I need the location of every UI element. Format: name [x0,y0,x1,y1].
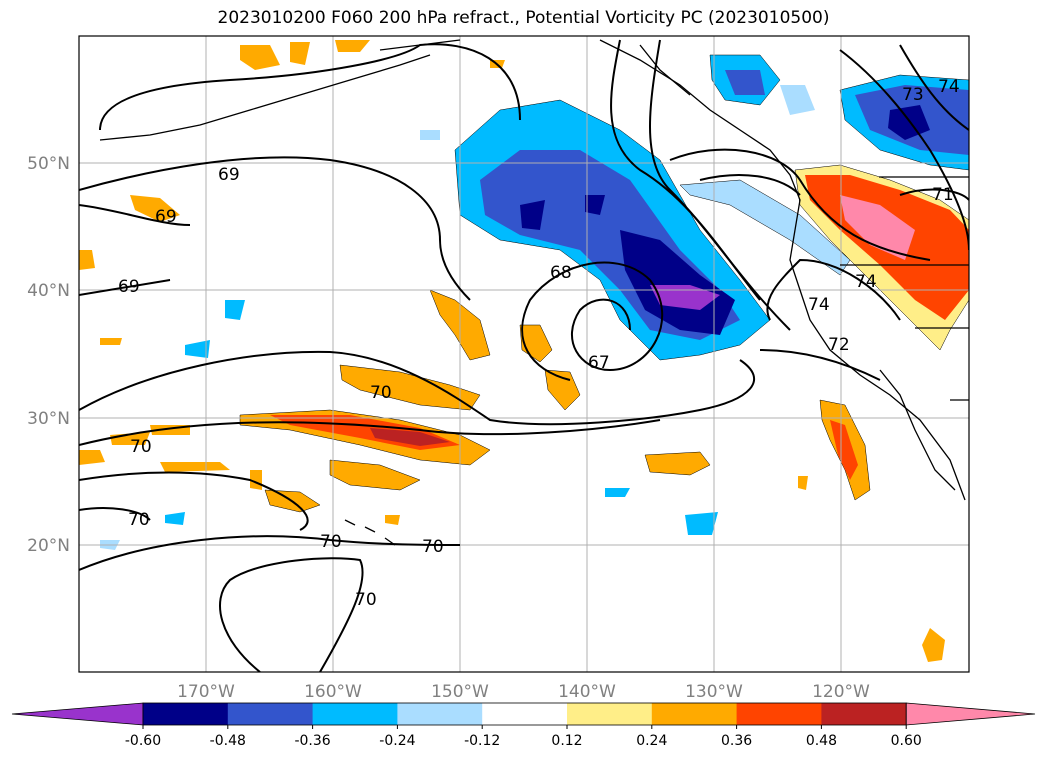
map-title: 2023010200 F060 200 hPa refract., Potent… [217,8,830,28]
colorbar-segment [651,703,738,725]
colorbar-tick-label: -0.48 [210,733,246,749]
contour-label: 69 [118,277,140,297]
contour-label: 72 [828,335,850,355]
contour-label: 70 [128,510,150,530]
colorbar: -0.60 -0.48 -0.36 -0.24 -0.12 0.12 0.24 0.36 0.4… [11,702,1036,749]
colorbar-tick-label: 0.36 [721,733,752,749]
negative-anomaly-fill [100,54,969,550]
colorbar-tick-label: 0.24 [636,733,667,749]
colorbar-segment [567,703,653,725]
colorbar-segment [312,703,398,725]
lon-label: 130°W [685,682,743,702]
colorbar-tick-label: -0.12 [464,733,500,749]
latitude-labels: 50°N 40°N 30°N 20°N [27,154,70,556]
colorbar-tick-label: -0.24 [379,733,415,749]
contour-label: 73 [902,85,924,105]
contour-label: 70 [355,590,377,610]
lat-label: 40°N [27,281,70,301]
contour-label: 71 [932,185,954,205]
lon-label: 120°W [812,682,870,702]
contour-label: 74 [938,77,960,97]
colorbar-extend-low [11,702,144,726]
contour-label: 70 [370,383,392,403]
lat-label: 30°N [27,409,70,429]
lon-label: 170°W [177,682,235,702]
lon-label: 150°W [431,682,489,702]
contour-label: 70 [422,537,444,557]
positive-anomaly-fill [79,40,969,662]
colorbar-tick-label: 0.48 [806,733,837,749]
contour-label: 67 [588,353,610,373]
colorbar-tick-label: 0.12 [551,733,582,749]
contour-label-group: 69 69 69 68 67 70 70 70 70 70 70 72 74 7… [118,77,960,610]
longitude-labels: 170°W 160°W 150°W 140°W 130°W 120°W [177,682,870,702]
colorbar-segment [227,703,314,725]
colorbar-segment [482,703,568,725]
contour-label: 70 [130,437,152,457]
coastlines [99,39,969,546]
lat-label: 20°N [27,536,70,556]
colorbar-tick-label: -0.36 [294,733,330,749]
contour-label: 69 [155,207,177,227]
contour-label: 74 [808,295,830,315]
colorbar-segment [821,703,907,725]
lon-label: 140°W [558,682,616,702]
contour-label: 70 [320,532,342,552]
lat-label: 50°N [27,154,70,174]
colorbar-tick-label: 0.60 [891,733,922,749]
contour-label: 74 [855,272,877,292]
colorbar-border [142,702,907,726]
colorbar-extend-high [905,702,1036,726]
contour-label: 68 [550,263,572,283]
lon-label: 160°W [304,682,362,702]
contour-lines [79,39,969,672]
colorbar-segment [397,703,483,725]
graticule [79,36,969,672]
colorbar-segment [736,703,822,725]
contour-label: 69 [218,165,240,185]
colorbar-tick-label: -0.60 [125,733,161,749]
map-content: 69 69 69 68 67 70 70 70 70 70 70 72 74 7… [79,36,969,672]
colorbar-segment [143,703,229,725]
map-frame [78,35,970,673]
